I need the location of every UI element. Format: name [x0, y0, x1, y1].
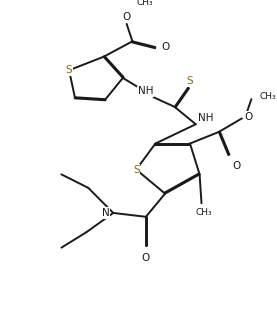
Text: O: O: [232, 161, 240, 171]
Text: CH₃: CH₃: [136, 0, 153, 7]
Text: S: S: [133, 165, 140, 174]
Text: O: O: [142, 253, 150, 263]
Text: NH: NH: [138, 86, 154, 96]
Text: O: O: [122, 12, 131, 22]
Text: O: O: [161, 42, 170, 52]
Text: S: S: [187, 76, 193, 86]
Text: NH: NH: [198, 114, 213, 123]
Text: S: S: [66, 65, 72, 75]
Text: CH₃: CH₃: [195, 208, 212, 218]
Text: CH₃: CH₃: [259, 92, 276, 101]
Text: O: O: [245, 112, 253, 122]
Text: N: N: [102, 208, 109, 218]
